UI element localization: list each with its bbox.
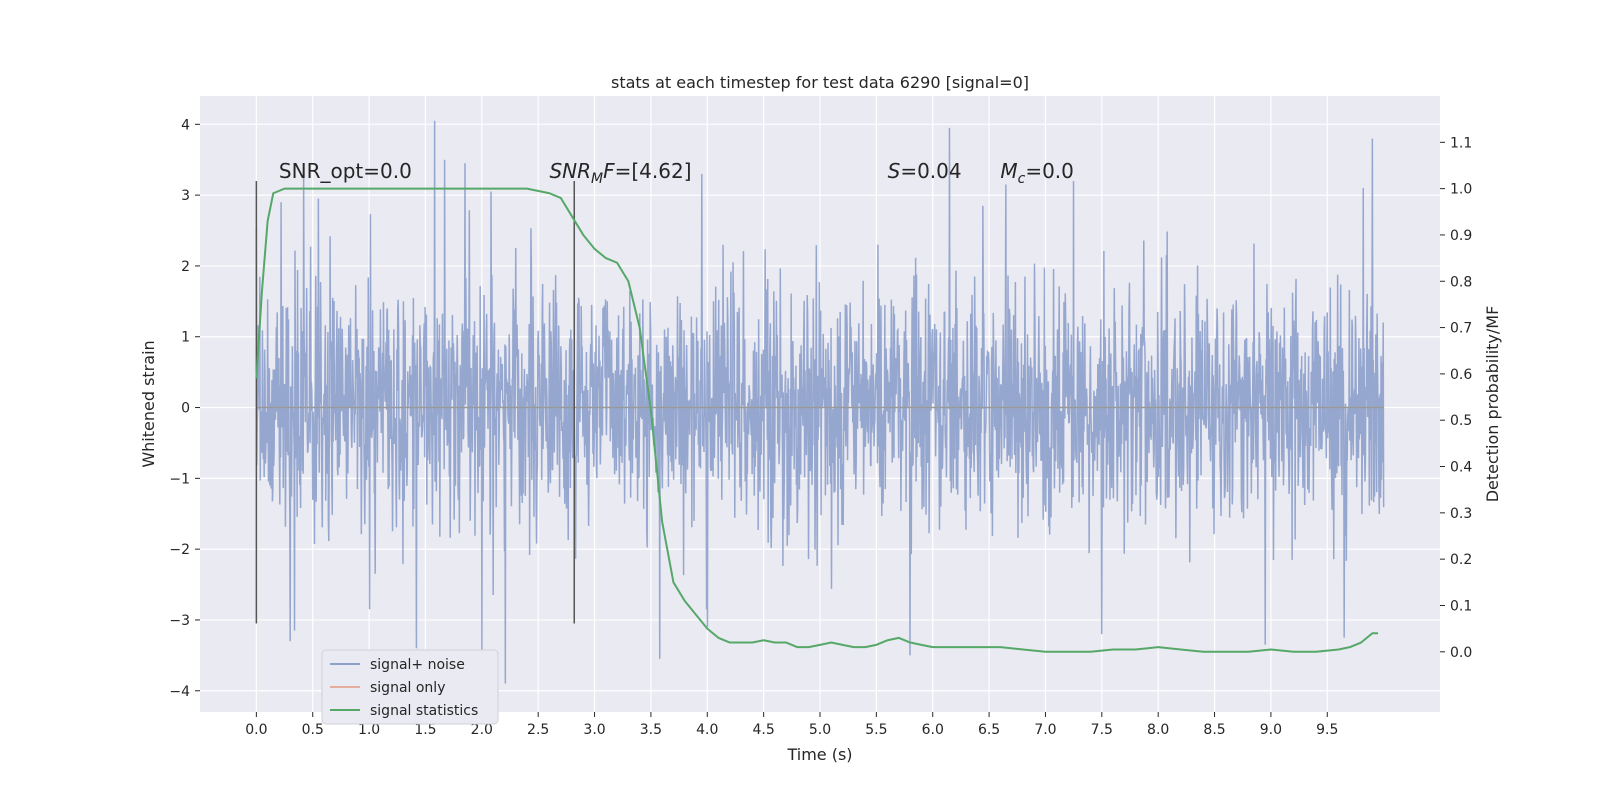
x-tick-label: 6.0 [922, 722, 944, 738]
y-axis-ticks: −4 −3 −2 −1 0 1 2 3 4 [169, 117, 200, 700]
x-axis-label: Time (s) [786, 745, 852, 764]
annotation: SNRMF=[4.62] [549, 159, 691, 187]
y2-tick-label: 1.0 [1450, 182, 1472, 198]
x-tick-label: 9.0 [1260, 722, 1282, 738]
x-tick-label: 5.5 [865, 722, 887, 738]
y2-tick-label: 0.6 [1450, 367, 1472, 383]
y-tick-label: −4 [169, 684, 190, 700]
annotations: SNR_opt=0.0 SNRMF=[4.62] S=0.04 Mc=0.0 [279, 159, 1074, 187]
x-tick-label: 2.5 [527, 722, 549, 738]
x-tick-label: 3.0 [583, 722, 605, 738]
y2-tick-label: 0.4 [1450, 460, 1472, 476]
legend-box [321, 649, 499, 725]
y2-tick-label: 1.1 [1450, 135, 1472, 151]
x-tick-label: 8.0 [1147, 722, 1169, 738]
x-tick-label: 7.0 [1034, 722, 1056, 738]
vertical-lines [255, 180, 576, 624]
annotation: SNR_opt=0.0 [279, 159, 412, 183]
y-tick-label: 3 [181, 188, 190, 204]
legend: signal+ noise signal only signal statistic… [321, 649, 499, 725]
y2-tick-label: 0.0 [1450, 645, 1472, 661]
y-tick-label: −3 [169, 613, 190, 629]
y2-tick-label: 0.9 [1450, 228, 1472, 244]
chart-title: stats at each timestep for test data 629… [611, 73, 1029, 92]
x-tick-label: 6.5 [978, 722, 1000, 738]
y2-axis-label: Detection probability/MF [1483, 306, 1502, 503]
y-tick-label: −2 [169, 542, 190, 558]
y-tick-label: 2 [181, 259, 190, 275]
series-signal-statistics [255, 187, 1378, 653]
y-tick-label: −1 [169, 471, 190, 487]
x-tick-label: 2.0 [471, 722, 493, 738]
x-tick-label: 9.5 [1316, 722, 1338, 738]
y-tick-label: 0 [181, 401, 190, 417]
x-tick-label: 8.5 [1203, 722, 1225, 738]
series-signal-noise [255, 120, 1385, 684]
x-tick-label: 4.0 [696, 722, 718, 738]
signal-statistics-line [255, 187, 1378, 653]
x-tick-label: 7.5 [1091, 722, 1113, 738]
x-tick-label: 5.0 [809, 722, 831, 738]
y2-tick-label: 0.2 [1450, 552, 1472, 568]
x-tick-label: 1.0 [358, 722, 380, 738]
x-axis-ticks: 0.0 0.5 1.0 1.5 2.0 2.5 3.0 3.5 4.0 4.5 5.0 5.5 6.0 6… [245, 712, 1338, 738]
y-tick-label: 4 [181, 117, 190, 133]
x-tick-label: 0.5 [302, 722, 324, 738]
noise-line [255, 120, 1385, 684]
y2-tick-label: 0.8 [1450, 274, 1472, 290]
y-axis-label: Whitened strain [139, 340, 158, 467]
y2-tick-label: 0.1 [1450, 598, 1472, 614]
y2-axis-ticks: 0.0 0.1 0.2 0.3 0.4 0.5 0.6 0.7 0.8 0.9 1.0 1.1 [1440, 135, 1472, 661]
y-tick-label: 1 [181, 330, 190, 346]
x-tick-label: 1.5 [414, 722, 436, 738]
annotation: S=0.04 [888, 159, 962, 183]
legend-label: signal+ noise [370, 657, 465, 673]
x-tick-label: 3.5 [640, 722, 662, 738]
legend-label: signal statistics [370, 703, 478, 719]
y2-tick-label: 0.7 [1450, 321, 1472, 337]
y2-tick-label: 0.3 [1450, 506, 1472, 522]
x-tick-label: 0.0 [245, 722, 267, 738]
legend-label: signal only [370, 680, 445, 696]
y2-tick-label: 0.5 [1450, 413, 1472, 429]
annotation: Mc=0.0 [1000, 159, 1074, 187]
x-tick-label: 4.5 [753, 722, 775, 738]
